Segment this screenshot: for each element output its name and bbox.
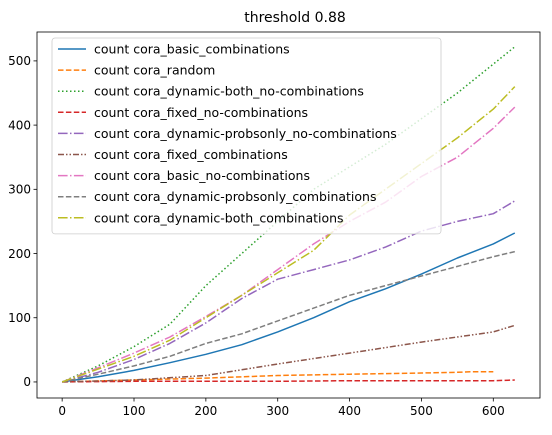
y-tick-label: 0 (23, 375, 31, 389)
legend-label: count cora_dynamic-both_combinations (94, 210, 344, 225)
legend-label: count cora_dynamic-both_no-combinations (94, 84, 364, 99)
legend-label: count cora_fixed_no-combinations (94, 105, 308, 120)
legend-label: count cora_dynamic-probsonly_combination… (94, 189, 376, 204)
legend-label: count cora_random (94, 63, 215, 78)
y-tick-label: 100 (8, 311, 31, 325)
y-tick-label: 400 (8, 118, 31, 132)
axes: 0 100 200 300 400 500 600 0 100 200 300 400 500 (8, 31, 541, 418)
legend-label: count cora_dynamic-probsonly_no-combinat… (94, 126, 397, 141)
x-tick-label: 300 (266, 404, 289, 418)
series-line-9 (61, 86, 516, 383)
x-tick-label: 0 (58, 404, 66, 418)
legend-box (51, 37, 442, 235)
chart-title: threshold 0.88 (244, 10, 346, 26)
y-tick-label: 200 (8, 247, 31, 261)
legend-label: count cora_basic_no-combinations (94, 168, 310, 183)
series-line-5 (62, 200, 516, 383)
series-line-6 (62, 324, 516, 383)
series-line-7 (61, 106, 516, 383)
plot-frame (36, 31, 541, 399)
series-line-2 (62, 370, 494, 383)
x-tick-label: 400 (338, 404, 361, 418)
plot-area (61, 46, 516, 383)
x-tick-label: 200 (194, 404, 217, 418)
series-line-3 (61, 46, 516, 383)
legend-label: count cora_basic_combinations (94, 42, 290, 57)
series-line-4 (62, 379, 515, 383)
legend-label: count cora_fixed_combinations (94, 147, 288, 162)
x-tick-label: 600 (482, 404, 505, 418)
series-line-8 (62, 250, 515, 383)
series-line-1 (62, 232, 516, 383)
y-tick-label: 300 (8, 183, 31, 197)
x-tick-label: 500 (410, 404, 433, 418)
y-tick-label: 500 (8, 54, 31, 68)
x-tick-label: 100 (123, 404, 146, 418)
